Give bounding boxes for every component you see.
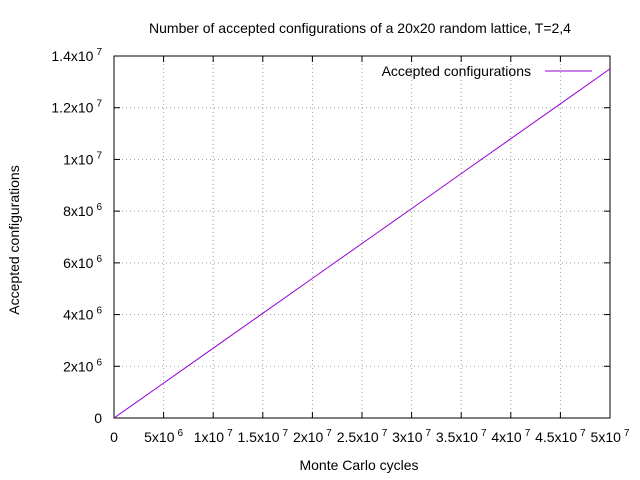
x-tick-label: 3.5x10 7: [436, 428, 487, 445]
y-tick-label: 0: [94, 410, 102, 426]
axis-ticks: [113, 55, 611, 419]
y-tick-label: 1.4x10 7: [51, 47, 102, 64]
y-tick-label: 8x10 6: [63, 202, 102, 219]
y-tick-labels: 0 2x10 6 4x10 6 6x10 6 8x10 6 1x10 7 1.2x10 7 1.4x10 7: [51, 47, 102, 426]
series-line: [113, 68, 611, 419]
y-tick-label: 4x10 6: [63, 306, 102, 323]
y-tick-label: 2x10 6: [63, 357, 102, 374]
x-tick-label: 5x10 6: [144, 428, 183, 445]
x-tick-label: 1x10 7: [194, 428, 233, 445]
x-tick-label: 5x10 7: [591, 428, 630, 445]
x-tick-label: 4x10 7: [491, 428, 530, 445]
x-tick-label: 0: [110, 429, 118, 445]
y-tick-label: 1.2x10 7: [51, 99, 102, 116]
legend: Accepted configurations: [382, 63, 592, 79]
x-tick-label: 2x10 7: [293, 428, 332, 445]
x-tick-label: 1.5x10 7: [237, 428, 288, 445]
x-tick-labels: 0 5x10 6 1x10 7 1.5x10 7 2x10 7 2.5x10 7 3x10 7 3.5x1…: [110, 428, 630, 445]
legend-label: Accepted configurations: [382, 63, 531, 79]
x-tick-label: 2.5x10 7: [337, 428, 388, 445]
y-tick-label: 6x10 6: [63, 254, 102, 271]
x-tick-label: 3x10 7: [392, 428, 431, 445]
y-axis-label: Accepted configurations: [6, 165, 22, 314]
grid: [114, 56, 610, 418]
series-layer: [113, 68, 611, 419]
chart-title: Number of accepted configurations of a 2…: [149, 20, 571, 36]
x-tick-label: 4.5x10 7: [535, 428, 586, 445]
y-tick-label: 1x10 7: [63, 150, 102, 167]
x-axis-label: Monte Carlo cycles: [299, 457, 418, 473]
